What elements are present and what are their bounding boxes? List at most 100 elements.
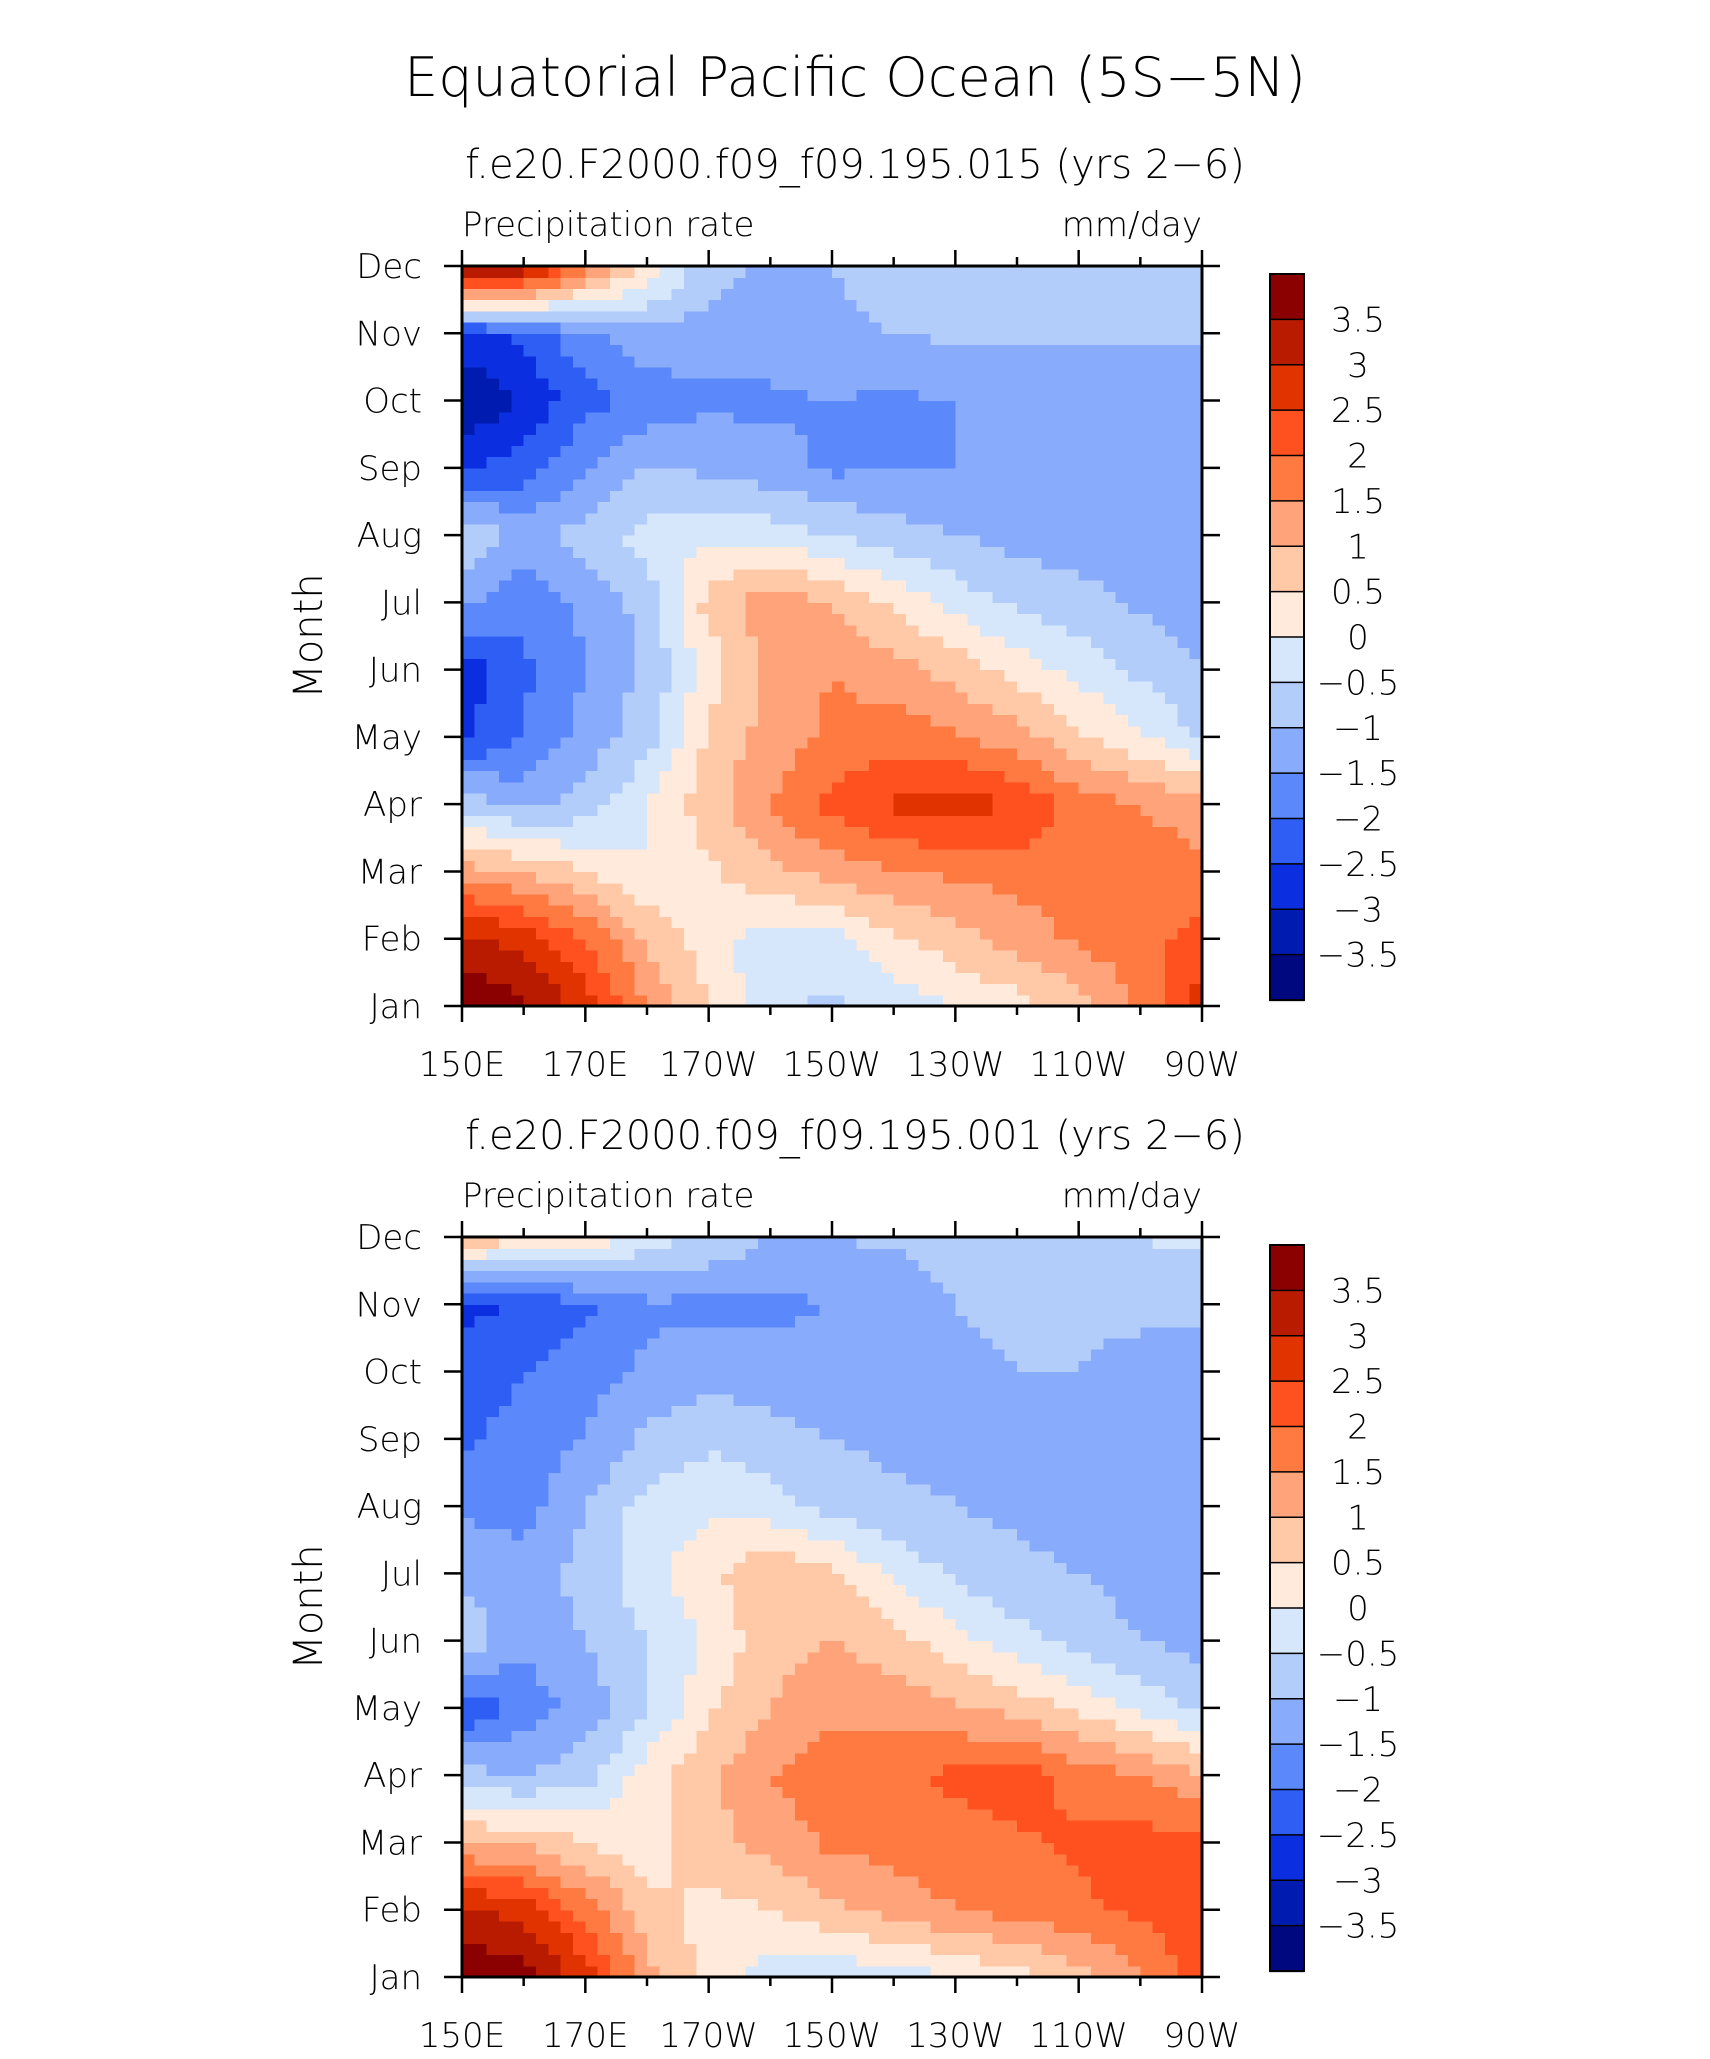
field-cell — [671, 445, 685, 458]
field-cell — [486, 557, 500, 570]
field-cell — [943, 624, 956, 637]
field-cell — [844, 557, 858, 570]
field-cell — [585, 456, 599, 469]
field-cell — [1103, 781, 1117, 794]
field-cell — [560, 1842, 574, 1855]
field-cell — [1177, 860, 1191, 873]
field-cell — [1115, 568, 1129, 581]
field-cell — [770, 299, 784, 312]
field-cell — [671, 882, 685, 895]
field-cell — [733, 400, 747, 413]
field-cell — [548, 770, 562, 783]
field-cell — [1029, 871, 1043, 884]
field-cell — [782, 792, 796, 805]
field-cell — [597, 916, 611, 929]
field-cell — [647, 1965, 660, 1978]
field-cell — [1140, 277, 1154, 290]
field-cell — [1189, 826, 1203, 839]
field-cell — [930, 994, 944, 1007]
field-cell — [523, 1920, 537, 1933]
field-cell — [721, 310, 734, 323]
field-cell — [819, 1965, 833, 1978]
field-cell — [832, 266, 845, 278]
field-cell — [486, 546, 500, 559]
field-cell — [560, 1820, 574, 1832]
field-cell — [782, 938, 796, 951]
field-cell — [980, 916, 993, 929]
field-cell — [1103, 849, 1117, 861]
field-cell — [523, 366, 537, 379]
field-cell — [893, 792, 907, 805]
colorbar-label: −1 — [1333, 709, 1383, 749]
field-cell — [721, 972, 734, 985]
field-cell — [1103, 680, 1117, 693]
field-cell — [856, 636, 870, 648]
field-cell — [1115, 1831, 1129, 1844]
field-cell — [1115, 849, 1129, 861]
field-cell — [745, 882, 759, 895]
field-cell — [807, 636, 821, 648]
field-cell — [511, 1864, 525, 1877]
field-cell — [844, 972, 858, 985]
field-cell — [1017, 434, 1030, 446]
field-cell — [548, 579, 562, 592]
field-cell — [869, 994, 882, 1007]
field-cell — [1128, 692, 1141, 704]
field-cell — [610, 703, 623, 716]
field-cell — [474, 535, 488, 547]
field-cell — [659, 456, 673, 469]
field-cell — [511, 344, 525, 357]
field-cell — [1140, 400, 1154, 413]
field-cell — [1189, 871, 1203, 884]
field-cell — [770, 882, 784, 895]
field-cell — [795, 400, 808, 413]
field-cell — [930, 927, 944, 940]
field-cell — [1078, 781, 1092, 794]
field-cell — [733, 983, 747, 996]
field-cell — [536, 748, 549, 760]
field-cell — [696, 692, 710, 704]
field-cell — [696, 927, 710, 940]
field-cell — [1115, 523, 1129, 536]
field-cell — [967, 815, 981, 828]
field-cell — [684, 299, 697, 312]
field-cell — [671, 725, 685, 738]
field-cell — [721, 1831, 734, 1844]
field-cell — [992, 422, 1006, 435]
field-cell — [745, 512, 759, 525]
field-cell — [745, 703, 759, 716]
field-cell — [671, 535, 685, 547]
field-cell — [1029, 1965, 1043, 1978]
field-cell — [930, 770, 944, 783]
field-cell — [536, 1842, 549, 1855]
field-cell — [782, 378, 796, 390]
field-cell — [745, 680, 759, 693]
field-cell — [1029, 714, 1043, 727]
field-cell — [733, 1932, 747, 1944]
field-cell — [992, 322, 1006, 334]
field-cell — [893, 1864, 907, 1877]
field-cell — [1054, 860, 1067, 873]
field-cell — [795, 523, 808, 536]
field-cell — [1066, 636, 1080, 648]
field-cell — [992, 1909, 1006, 1922]
field-cell — [647, 1808, 660, 1821]
field-cell — [671, 826, 685, 839]
field-cell — [1054, 927, 1067, 940]
field-cell — [733, 422, 747, 435]
field-cell — [721, 849, 734, 861]
field-cell — [967, 860, 981, 873]
field-cell — [1128, 938, 1141, 951]
field-cell — [967, 624, 981, 637]
field-cell — [869, 344, 882, 357]
field-cell — [733, 1797, 747, 1810]
field-cell — [721, 647, 734, 660]
field-cell — [733, 669, 747, 682]
field-cell — [1054, 792, 1067, 805]
field-cell — [955, 1820, 969, 1832]
field-cell — [881, 557, 895, 570]
field-cell — [1140, 445, 1154, 458]
field-cell — [906, 781, 919, 794]
field-cell — [1041, 1932, 1055, 1944]
field-cell — [499, 1797, 512, 1810]
